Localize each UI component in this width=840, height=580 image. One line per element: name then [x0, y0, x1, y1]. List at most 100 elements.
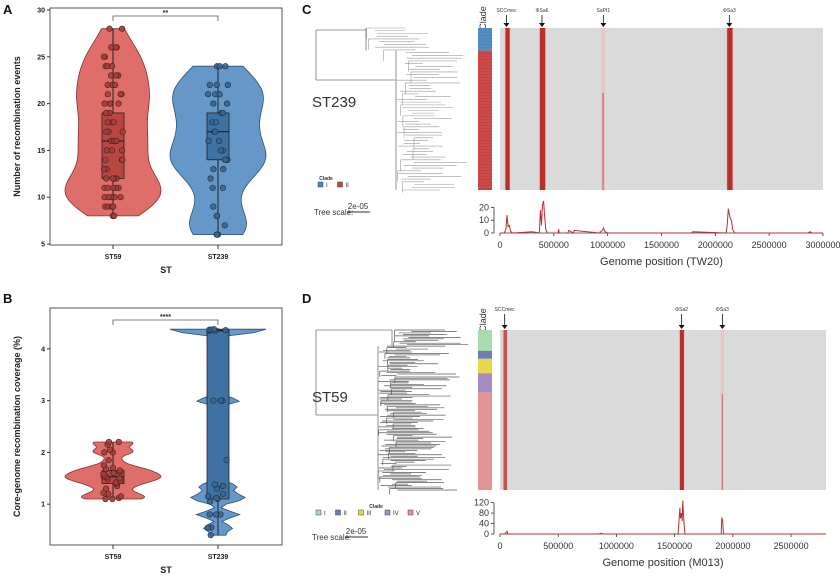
phylogenetic-tree	[315, 27, 467, 193]
annotation-label: SaPI1	[597, 8, 611, 14]
legend-title: Clade	[369, 504, 383, 510]
data-point	[115, 100, 122, 107]
data-point	[219, 109, 226, 117]
y-tick-label: 10	[479, 215, 489, 225]
panel-label: C	[302, 2, 312, 17]
data-point	[117, 194, 124, 201]
tree-root	[315, 329, 392, 416]
data-point	[213, 212, 220, 219]
y-tick-label: 4	[41, 346, 45, 353]
data-point	[212, 128, 219, 135]
clade-block	[478, 28, 492, 51]
recombination-band	[539, 28, 546, 190]
panel-A: A 5 10 15 20 25 30 Number of recombination even…	[3, 2, 283, 275]
data-point	[206, 511, 213, 518]
recombination-band	[727, 28, 733, 190]
data-point	[106, 25, 113, 32]
y-tick-label: 0	[484, 529, 489, 539]
data-point	[100, 462, 108, 469]
x-tick-label: 2000000	[715, 541, 750, 551]
data-point	[217, 147, 224, 154]
data-point	[109, 203, 117, 210]
data-point	[107, 72, 115, 79]
data-point	[219, 482, 226, 490]
data-point	[222, 156, 229, 163]
legend-label: II	[344, 511, 348, 517]
data-point	[217, 397, 224, 404]
data-point	[109, 495, 116, 503]
annotation-arrowhead	[726, 23, 733, 27]
data-point	[112, 72, 120, 79]
x-tick-label: ST59	[105, 554, 122, 561]
legend-swatch	[335, 509, 341, 516]
data-point	[102, 109, 110, 117]
legend-label: III	[367, 511, 372, 517]
plot-frame	[49, 307, 283, 546]
data-point	[207, 175, 214, 182]
data-point	[210, 100, 217, 107]
panel-B: B 1 2 3 4 Core-genome recombination coverage …	[3, 291, 283, 575]
data-point	[103, 147, 110, 154]
x-tick-label: 2500000	[774, 541, 809, 551]
tree-label: ST239	[312, 94, 356, 111]
data-point	[106, 446, 114, 453]
x-tick-label: 0	[497, 240, 502, 250]
annotation-label: SCCmec	[496, 8, 517, 14]
tree-scale-value: 2e-05	[348, 202, 369, 211]
recombination-band	[505, 28, 510, 190]
x-axis-label: Genome position (M013)	[602, 557, 723, 569]
x-tick-label: 0	[497, 541, 502, 551]
x-tick-label: 500000	[539, 240, 569, 250]
significance-bracket	[112, 15, 219, 21]
y-tick-label: 5	[41, 242, 45, 249]
annotation-label: SCCmec	[495, 307, 516, 313]
phylogenetic-tree	[315, 329, 469, 495]
y-tick-label: 20	[479, 202, 489, 212]
annotation-label: ΦSa2	[675, 307, 688, 313]
recombination-line	[500, 200, 823, 234]
data-point	[224, 100, 231, 107]
data-point	[106, 100, 114, 107]
data-point	[102, 485, 110, 492]
data-point	[222, 327, 229, 334]
y-tick-label: 30	[37, 8, 45, 15]
data-point	[119, 156, 126, 163]
annotation-arrowhead	[538, 23, 545, 27]
tree-scale-label: Tree scale:	[312, 533, 351, 542]
data-point	[224, 81, 231, 88]
data-point	[111, 212, 118, 219]
data-point	[210, 166, 217, 173]
significance-label: ****	[160, 314, 171, 321]
legend-label: IV	[393, 511, 399, 517]
data-point	[207, 498, 214, 505]
data-point	[115, 438, 122, 446]
clade-header: Clade	[478, 6, 488, 30]
panel-label: A	[3, 2, 13, 17]
legend-label: I	[324, 511, 326, 517]
legend-swatch	[358, 509, 364, 516]
data-point	[104, 81, 111, 88]
data-point	[219, 184, 226, 191]
data-point	[220, 166, 227, 173]
data-point	[205, 493, 212, 500]
data-point	[104, 91, 111, 98]
legend-swatch	[407, 509, 414, 516]
y-tick-label: 3	[41, 398, 45, 405]
x-axis-label: ST	[160, 265, 172, 275]
y-axis-label: Number of recombination events	[12, 56, 22, 197]
box-ST239	[206, 329, 230, 500]
legend-title: Clade	[319, 176, 333, 182]
panel-label: B	[3, 291, 12, 306]
data-point	[108, 147, 115, 154]
data-point	[104, 119, 111, 126]
data-point	[213, 231, 220, 238]
data-point	[112, 44, 119, 51]
data-point	[104, 184, 111, 191]
clade-block	[478, 50, 492, 191]
data-point	[119, 128, 126, 135]
x-tick-label: 1000000	[590, 240, 625, 250]
data-point	[100, 166, 108, 173]
legend-label: II	[346, 183, 350, 189]
data-point	[204, 524, 212, 531]
